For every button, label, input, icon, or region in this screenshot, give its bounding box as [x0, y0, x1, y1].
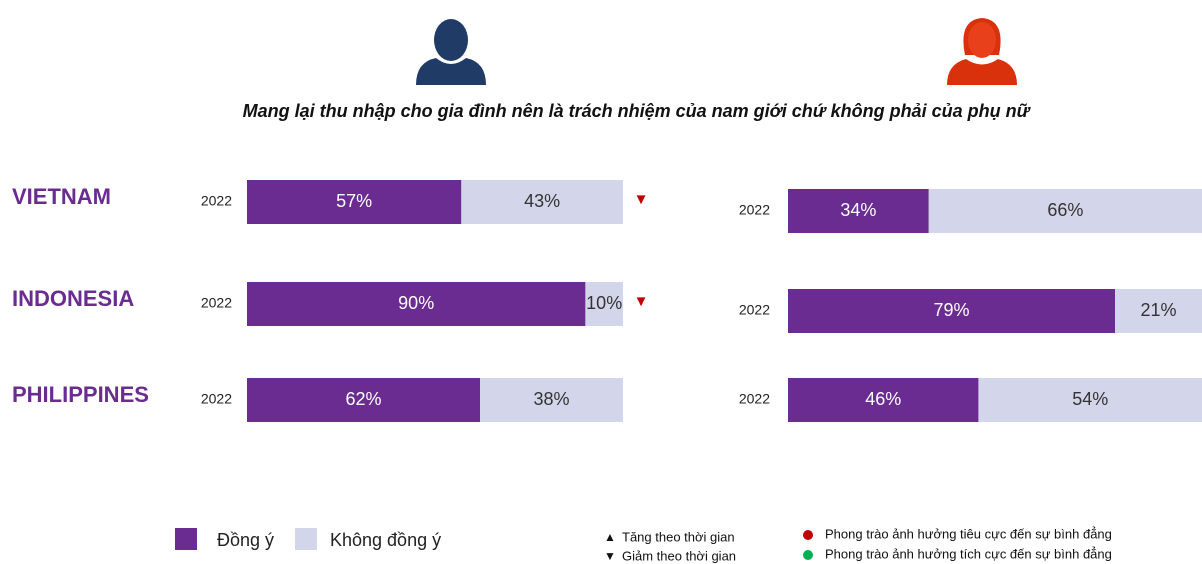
note-symbol: ▲	[604, 530, 616, 544]
country-label: PHILIPPINES	[12, 382, 149, 407]
note-dot	[803, 530, 813, 540]
bar-segment	[461, 180, 623, 224]
bar-segment	[585, 282, 623, 326]
note-text: Phong trào ảnh hưởng tiêu cực đến sự bìn…	[825, 526, 1112, 541]
bar-segment	[480, 378, 623, 422]
title: Mang lại thu nhập cho gia đình nên là tr…	[243, 101, 1032, 121]
man-icon	[416, 19, 486, 85]
year-label: 2022	[201, 295, 232, 311]
note-dot	[803, 550, 813, 560]
value-label: 43%	[524, 191, 560, 211]
trend-marker: ▼	[634, 191, 649, 208]
country-label: VIETNAM	[12, 184, 111, 209]
note-text: Giảm theo thời gian	[622, 548, 736, 563]
year-label: 2022	[739, 391, 770, 407]
year-label: 2022	[201, 193, 232, 209]
woman-icon	[947, 18, 1017, 85]
country-label: INDONESIA	[12, 286, 134, 311]
value-label: 66%	[1047, 200, 1083, 220]
value-label: 21%	[1141, 300, 1177, 320]
value-label: 79%	[934, 300, 970, 320]
value-label: 34%	[840, 200, 876, 220]
bar-segment	[978, 378, 1202, 422]
note-text: Phong trào ảnh hưởng tích cực đến sự bìn…	[825, 546, 1112, 561]
value-label: 38%	[534, 389, 570, 409]
note-symbol: ▼	[604, 549, 616, 563]
bar-segment	[247, 378, 481, 422]
note-text: Tăng theo thời gian	[622, 529, 735, 544]
year-label: 2022	[201, 391, 232, 407]
legend-label: Đồng ý	[217, 530, 274, 550]
legend-swatch	[295, 528, 317, 550]
bar-segment	[247, 180, 462, 224]
value-label: 90%	[398, 293, 434, 313]
bar-segment	[1115, 289, 1202, 333]
bar-segment	[788, 289, 1116, 333]
value-label: 10%	[586, 293, 622, 313]
trend-marker: ▼	[634, 293, 649, 310]
bar-segment	[788, 189, 929, 233]
value-label: 62%	[346, 389, 382, 409]
year-label: 2022	[739, 202, 770, 218]
bar-segment	[247, 282, 586, 326]
year-label: 2022	[739, 302, 770, 318]
legend-swatch	[175, 528, 197, 550]
bar-segment	[788, 378, 979, 422]
value-label: 57%	[336, 191, 372, 211]
legend-label: Không đồng ý	[330, 530, 441, 550]
bar-segment	[928, 189, 1202, 233]
value-label: 46%	[865, 389, 901, 409]
value-label: 54%	[1072, 389, 1108, 409]
